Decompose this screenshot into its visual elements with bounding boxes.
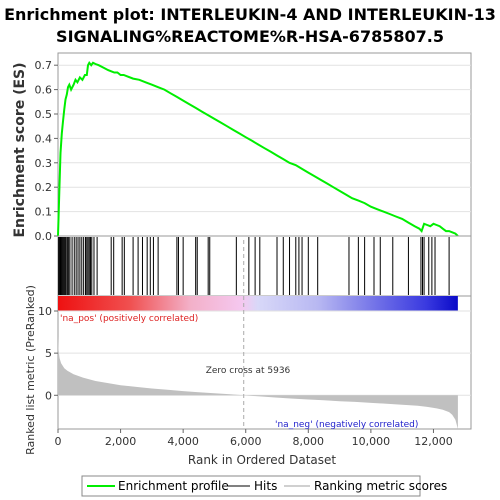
- x-tick-label: 6,000: [230, 435, 262, 448]
- metric-y-tick-label: 0: [45, 389, 52, 402]
- es-gridlines: [58, 64, 471, 237]
- negative-correlation-label: 'na_neg' (negatively correlated): [275, 420, 418, 430]
- legend-label-hits: Hits: [254, 479, 277, 493]
- x-tick-label: 8,000: [293, 435, 325, 448]
- x-tick-label: 0: [55, 435, 62, 448]
- metric-y-axis: 0 5 10: [38, 305, 58, 402]
- es-y-tick-label: 0.0: [35, 230, 53, 243]
- es-panel: [57, 52, 472, 237]
- metric-y-axis-label: Ranked list metric (PreRanked): [24, 285, 37, 455]
- es-y-axis-label: Enrichment score (ES): [12, 62, 28, 237]
- es-y-tick-label: 0.1: [35, 206, 53, 219]
- positive-correlation-label: 'na_pos' (positively correlated): [60, 314, 198, 324]
- enrichment-profile-line: [57, 60, 459, 237]
- legend-label-ranking-metric: Ranking metric scores: [314, 479, 447, 493]
- es-y-tick-label: 0.6: [35, 84, 53, 97]
- es-y-tick-label: 0.3: [35, 157, 53, 170]
- es-y-tick-label: 0.4: [35, 132, 53, 145]
- legend-label-enrichment-profile: Enrichment profile: [118, 479, 229, 493]
- hits-panel: [57, 235, 472, 297]
- x-tick-label: 10,000: [352, 435, 391, 448]
- es-y-tick-label: 0.5: [35, 108, 53, 121]
- rank-color-gradient: [58, 296, 458, 311]
- es-y-tick-label: 0.2: [35, 181, 53, 194]
- chart-title-line2: SIGNALING%REACTOME%R-HSA-6785807.5: [56, 27, 444, 46]
- metric-y-tick-label: 10: [38, 305, 52, 318]
- hits-markers: [58, 237, 450, 295]
- zero-cross-label: Zero cross at 5936: [206, 366, 291, 376]
- x-tick-label: 12,000: [414, 435, 453, 448]
- x-tick-label: 2,000: [105, 435, 137, 448]
- es-y-tick-label: 0.7: [35, 59, 53, 72]
- x-axis: 0 2,000 4,000 6,000 8,000 10,000 12,000: [55, 429, 453, 448]
- chart-title-line1: Enrichment plot: INTERLEUKIN-4 AND INTER…: [4, 5, 496, 24]
- x-tick-label: 4,000: [167, 435, 199, 448]
- es-y-axis: 0.0 0.1 0.2 0.3 0.4 0.5 0.6 0.7: [35, 59, 58, 243]
- metric-y-tick-label: 5: [45, 347, 52, 360]
- legend-box: [81, 475, 421, 497]
- x-axis-label: Rank in Ordered Dataset: [188, 453, 336, 467]
